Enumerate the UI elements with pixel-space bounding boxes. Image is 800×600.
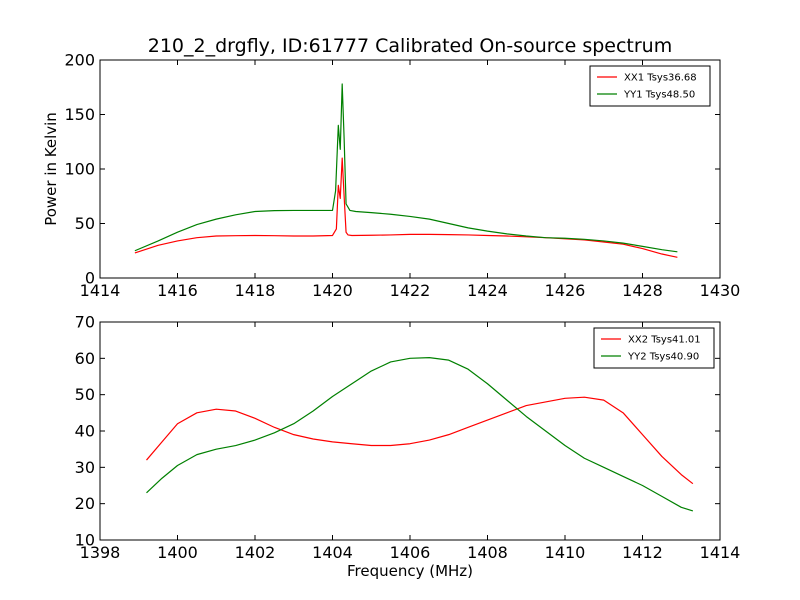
y-tick-label: 150 xyxy=(64,105,95,124)
chart-title: 210_2_drgfly, ID:61777 Calibrated On-sou… xyxy=(148,35,672,57)
x-tick-label: 1426 xyxy=(545,281,586,300)
legend-label: XX1 Tsys36.68 xyxy=(624,73,697,84)
y-tick-label: 0 xyxy=(85,269,95,288)
series-line-xx2-tsys41-01 xyxy=(146,396,694,485)
x-tick-label: 1406 xyxy=(390,543,431,562)
x-tick-label: 1422 xyxy=(390,281,431,300)
series-line-yy1-tsys48-50 xyxy=(134,83,678,253)
x-tick-label: 1404 xyxy=(312,543,353,562)
x-tick-label: 1430 xyxy=(700,281,741,300)
x-tick-label: 1400 xyxy=(157,543,198,562)
x-tick-label: 1402 xyxy=(235,543,276,562)
y-tick-label: 10 xyxy=(75,531,95,550)
y-tick-label: 50 xyxy=(75,214,95,233)
x-tick-label: 1416 xyxy=(157,281,198,300)
y-tick-label: 20 xyxy=(75,494,95,513)
x-tick-label: 1424 xyxy=(467,281,508,300)
legend-label: YY1 Tsys48.50 xyxy=(623,90,695,101)
lower-chart-panel: 1398 1400 1402 1404 1406 1408 1410 1412 1414 10 20… xyxy=(75,313,741,581)
upper-chart-panel: 1414 1416 1418 1420 1422 1424 1426 1428 1430 0 50 1… xyxy=(42,51,740,301)
x-tick-label: 1412 xyxy=(622,543,663,562)
x-tick-label: 1410 xyxy=(545,543,586,562)
y-tick-label: 200 xyxy=(64,51,95,70)
y-tick-label: 60 xyxy=(75,349,95,368)
x-axis-label: Frequency (MHz) xyxy=(347,562,473,580)
legend-box xyxy=(589,65,711,107)
legend-box xyxy=(593,327,715,369)
x-tick-label: 1418 xyxy=(235,281,276,300)
x-tick-label: 1414 xyxy=(700,543,741,562)
y-tick-label: 50 xyxy=(75,385,95,404)
legend-label: YY2 Tsys40.90 xyxy=(627,352,699,363)
y-tick-label: 70 xyxy=(75,313,95,332)
y-axis-label: Power in Kelvin xyxy=(42,112,60,226)
x-tick-label: 1420 xyxy=(312,281,353,300)
y-tick-label: 40 xyxy=(75,422,95,441)
x-tick-label: 1414 xyxy=(80,281,121,300)
x-tick-label: 1408 xyxy=(467,543,508,562)
x-tick-label: 1398 xyxy=(80,543,121,562)
x-tick-label: 1428 xyxy=(622,281,663,300)
y-tick-label: 30 xyxy=(75,458,95,477)
legend-label: XX2 Tsys41.01 xyxy=(628,335,701,346)
series-line-yy2-tsys40-90 xyxy=(146,357,694,512)
y-tick-label: 100 xyxy=(64,160,95,179)
